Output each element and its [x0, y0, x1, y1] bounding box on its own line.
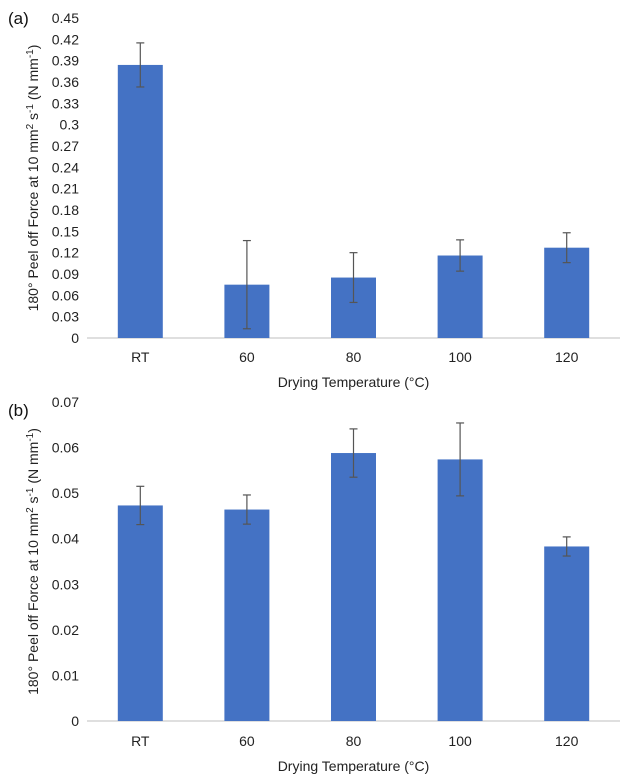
- y-tick-label: 0.03: [52, 576, 79, 592]
- y-tick-label: 0.18: [52, 202, 79, 218]
- x-category-label: 80: [346, 349, 362, 365]
- y-axis-title-part: ): [25, 428, 41, 433]
- x-category-label: RT: [131, 349, 150, 365]
- y-tick-label: 0.21: [52, 181, 79, 197]
- y-tick-label: 0.45: [52, 10, 79, 26]
- y-tick-label: 0.01: [52, 667, 79, 683]
- x-axis-title: Drying Temperature (°C): [278, 758, 430, 774]
- error-bar-rt: [136, 42, 145, 88]
- y-tick-label: 0.07: [52, 394, 79, 410]
- error-bar-60: [242, 494, 251, 525]
- chart-panel-a: (a) 0 0.03 0.06 0.09 0.12 0.15 0.18 0.21 0.24 0.27…: [8, 9, 620, 390]
- y-tick-label: 0.42: [52, 31, 79, 47]
- y-tick-label: 0.12: [52, 245, 79, 261]
- y-axis-title-part: s: [25, 496, 41, 507]
- error-bar-60: [242, 239, 251, 330]
- panel-label: (b): [8, 401, 29, 420]
- x-axis-title: Drying Temperature (°C): [278, 374, 430, 390]
- y-axis-title-part: 180° Peel off Force at 10 mm: [25, 513, 41, 695]
- bar-chart-a: (a) 0 0.03 0.06 0.09 0.12 0.15 0.18 0.21 0.24 0.27…: [8, 9, 620, 390]
- y-axis-title-superscript: -1: [25, 487, 36, 496]
- y-tick-label: 0.27: [52, 138, 79, 154]
- y-axis-title-part: s: [25, 113, 41, 124]
- y-tick-label: 0: [71, 330, 79, 346]
- panel-label: (a): [8, 9, 29, 28]
- error-bar-120: [562, 536, 571, 557]
- error-bar-80: [349, 252, 358, 304]
- y-tick-label: 0.24: [52, 159, 79, 175]
- error-bar-80: [349, 428, 358, 478]
- y-axis-title-superscript: -1: [25, 49, 36, 58]
- y-axis-title: 180° Peel off Force at 10 mm2 s-1 (N mm-…: [25, 428, 41, 695]
- bar-60: [224, 509, 270, 721]
- bar-rt: [117, 64, 163, 338]
- bar-80: [331, 453, 376, 721]
- y-axis-title-part: 180° Peel off Force at 10 mm: [25, 129, 41, 311]
- error-bar-100: [456, 239, 465, 272]
- y-tick-label: 0.09: [52, 266, 79, 282]
- y-axis-title-superscript: 2: [25, 123, 36, 129]
- y-tick-label: 0.06: [52, 440, 79, 456]
- chart-panel-b: (b) 0 0.01 0.02 0.03 0.04 0.05 0.06 0.07 RT 60 80 10…: [0, 392, 630, 774]
- y-tick-label: 0.33: [52, 95, 79, 111]
- y-axis-title: 180° Peel off Force at 10 mm2 s-1 (N mm-…: [25, 45, 41, 312]
- x-category-label: 120: [555, 733, 579, 749]
- y-tick-label: 0.39: [52, 53, 79, 69]
- y-axis-title-part: (N mm: [25, 58, 41, 104]
- x-category-label: 60: [239, 733, 255, 749]
- y-axis-title-part: ): [25, 45, 41, 50]
- error-bar-100: [456, 422, 465, 497]
- y-axis-title-part: (N mm: [25, 442, 41, 488]
- bar-100: [437, 459, 483, 721]
- y-axis-title-superscript: -1: [25, 104, 36, 113]
- bar-120: [544, 546, 590, 721]
- y-axis-title-superscript: -1: [25, 432, 36, 441]
- bar-chart-b: (b) 0 0.01 0.02 0.03 0.04 0.05 0.06 0.07 RT 60 80 10…: [8, 394, 620, 774]
- y-tick-label: 0.36: [52, 74, 79, 90]
- y-tick-label: 0.3: [60, 117, 80, 133]
- x-category-label: 80: [346, 733, 362, 749]
- x-category-label: 100: [448, 733, 472, 749]
- error-bar-120: [562, 232, 571, 264]
- y-tick-label: 0.15: [52, 223, 79, 239]
- error-bar-rt: [136, 485, 145, 526]
- y-tick-label: 0.02: [52, 622, 79, 638]
- y-axis-title-superscript: 2: [25, 507, 36, 513]
- x-category-label: 60: [239, 349, 255, 365]
- y-tick-label: 0.03: [52, 309, 79, 325]
- x-category-label: RT: [131, 733, 150, 749]
- y-tick-label: 0.06: [52, 287, 79, 303]
- y-tick-label: 0.05: [52, 485, 79, 501]
- bar-rt: [117, 505, 163, 721]
- y-tick-label: 0.04: [52, 531, 79, 547]
- x-category-label: 120: [555, 349, 579, 365]
- y-tick-label: 0: [71, 713, 79, 729]
- x-category-label: 100: [448, 349, 472, 365]
